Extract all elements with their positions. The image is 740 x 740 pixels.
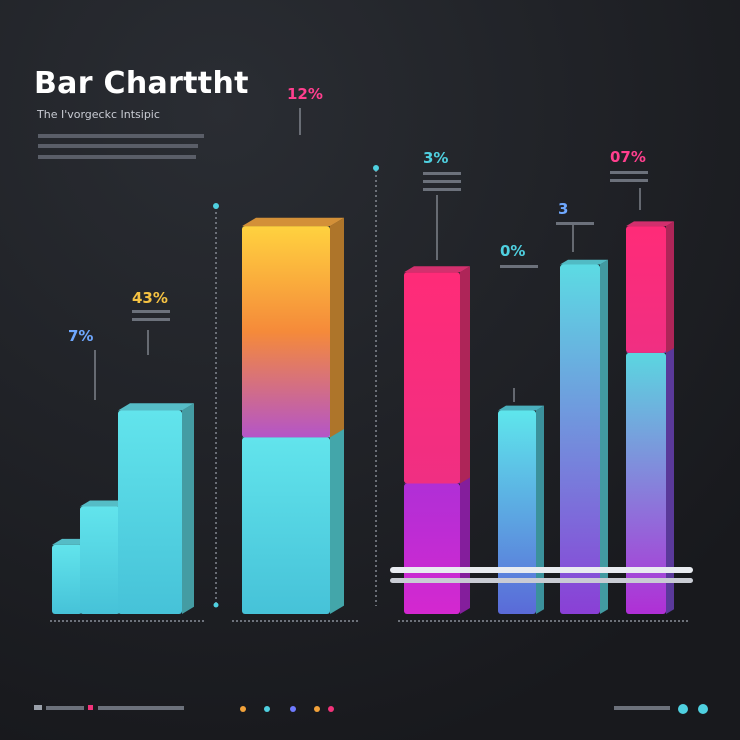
bar-4-top-2: [242, 217, 344, 227]
label-description-line-3: [423, 172, 461, 175]
chart-subtitle: The I'vorgeckc Intsipic: [37, 108, 160, 121]
bar-5-segment-2: [404, 272, 460, 484]
bar-4-side-1: [330, 428, 344, 614]
subtitle-text-block: [38, 134, 204, 159]
bar-4: [242, 217, 344, 614]
bar-2-segment-1: [80, 506, 120, 614]
data-label-1: 7%: [68, 327, 93, 345]
bar-6-segment-1: [498, 410, 536, 614]
data-label-4: 3%: [423, 149, 448, 167]
bar-5-top-2: [404, 266, 470, 273]
footer-dots: [240, 704, 708, 714]
footer-bar: [34, 705, 670, 710]
label-description-line-1: [132, 310, 170, 313]
bar-1-segment-1: [52, 544, 82, 614]
data-label-2: 43%: [132, 289, 168, 307]
label-description-line-6: [500, 265, 538, 268]
label-description-line-4: [423, 180, 461, 183]
footer-dot-1: [240, 706, 246, 712]
bar-3-side-1: [182, 403, 194, 614]
bar-5-side-1: [460, 477, 470, 614]
bar-5-side-2: [460, 266, 470, 484]
bar-4-side-2: [330, 217, 344, 438]
footer-dot-6: [678, 704, 688, 714]
axis-marker-middle: [373, 165, 379, 171]
bar-8-top-2: [626, 221, 674, 227]
data-label-3: 12%: [287, 85, 323, 103]
bar-8-side-1: [666, 348, 674, 614]
axis-marker-left: [213, 203, 219, 209]
bar-3: [118, 403, 194, 614]
bar-5: [404, 266, 470, 614]
footer-dot-2: [264, 706, 270, 712]
bar-7: [560, 259, 608, 614]
bar-5-segment-1: [404, 483, 460, 614]
bar-7-segment-1: [560, 264, 600, 614]
baseline-shelf: [390, 567, 693, 583]
bar-6-top-1: [498, 405, 544, 411]
data-label-6: 3: [558, 200, 568, 218]
bar-2-top-1: [80, 500, 130, 507]
label-description-line-9: [610, 179, 648, 182]
bar-3-segment-1: [118, 410, 182, 614]
bar-6-side-1: [536, 405, 544, 614]
bar-6: [498, 405, 544, 614]
bar-8-side-2: [666, 221, 674, 353]
bar-8-segment-2: [626, 226, 666, 353]
label-description-line-2: [132, 318, 170, 321]
bar-4-segment-1: [242, 437, 330, 614]
bar-8-segment-1: [626, 352, 666, 614]
label-connectors: [94, 108, 641, 402]
footer-dot-7: [698, 704, 708, 714]
axis-marker-left-bottom: [213, 602, 219, 608]
footer-dot-4: [314, 706, 320, 712]
footer-dot-3: [290, 706, 296, 712]
bar-8: [626, 221, 674, 614]
data-label-5: 0%: [500, 242, 525, 260]
label-description-line-5: [423, 188, 461, 191]
bar-7-side-1: [600, 259, 608, 614]
bar-4-segment-2: [242, 226, 330, 438]
bar-7-top-1: [560, 259, 608, 265]
footer-dot-5: [328, 706, 334, 712]
label-description-line-7: [556, 222, 594, 225]
bar-3-top-1: [118, 403, 194, 411]
data-label-7: 07%: [610, 148, 646, 166]
bars-layer: [52, 217, 674, 614]
data-labels: 7% 43% 12% 3% 0% 3 07%: [68, 85, 648, 345]
label-description-line-8: [610, 171, 648, 174]
chart-title: Bar Charttht: [34, 66, 249, 101]
